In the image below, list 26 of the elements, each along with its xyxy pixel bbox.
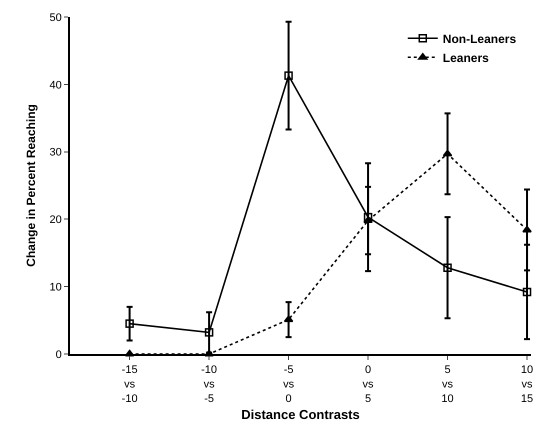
y-tick-label: 0 <box>56 348 62 361</box>
x-tick-label: 5 vs 10 <box>441 364 454 405</box>
x-tick-label: -10 vs -5 <box>201 364 218 405</box>
point <box>522 226 532 232</box>
point <box>364 212 372 222</box>
point <box>522 288 532 296</box>
legend-label: Leaners <box>442 50 490 65</box>
point <box>363 216 373 224</box>
x-axis-title: Distance Contrasts <box>241 406 360 422</box>
legend-label: Non-Leaners <box>442 32 516 46</box>
y-tick-label: 50 <box>50 12 62 24</box>
y-axis-title: Change in Percent Reaching <box>24 104 38 267</box>
point <box>204 328 214 337</box>
x-tick-label: -5 vs 0 <box>283 364 295 405</box>
point <box>284 315 294 322</box>
y-tick-label: 40 <box>50 79 62 92</box>
x-tick-label: -15 vs -10 <box>122 364 138 405</box>
point <box>442 150 452 156</box>
y-tick-label: 10 <box>50 281 62 294</box>
y-tick-label: 20 <box>50 214 62 226</box>
point <box>125 319 134 328</box>
x-tick-label: 0 vs 5 <box>362 364 374 405</box>
y-tick-label: 30 <box>50 146 62 159</box>
point <box>443 263 452 272</box>
point <box>284 71 293 80</box>
x-tick-label: 10 vs 15 <box>520 364 534 405</box>
